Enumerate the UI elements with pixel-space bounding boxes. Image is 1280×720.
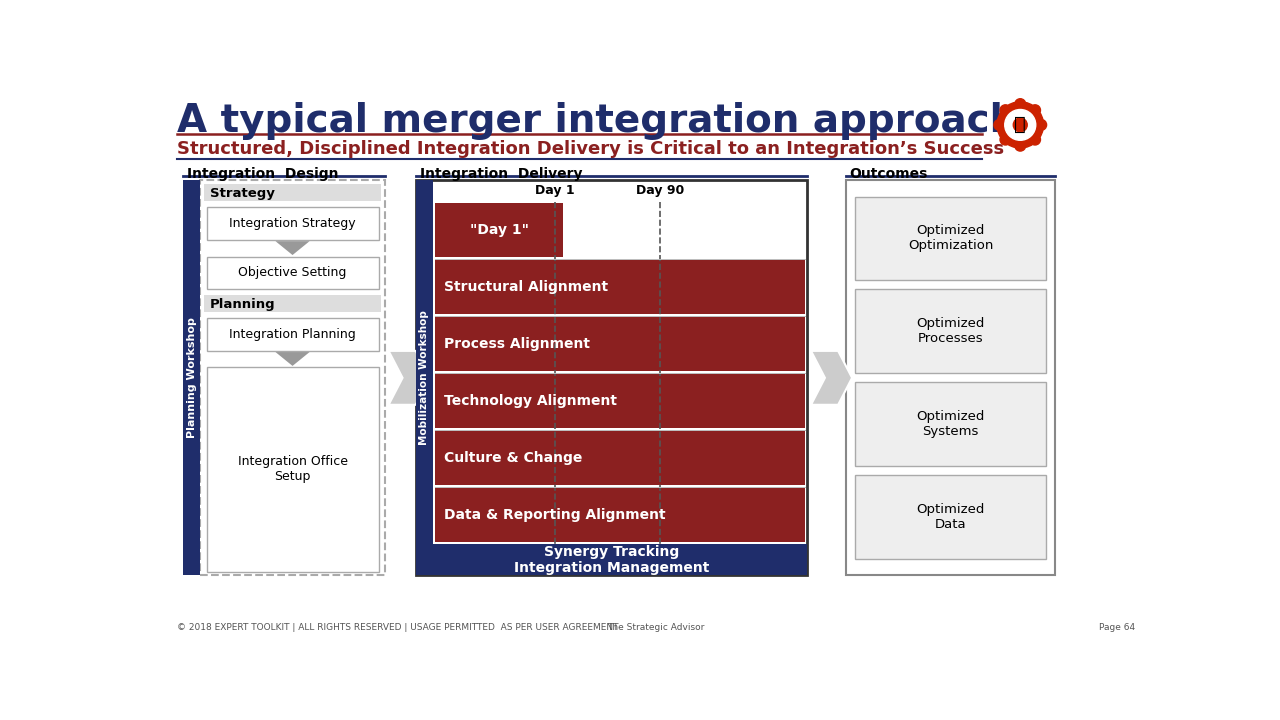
Text: Structured, Disciplined Integration Delivery is Critical to an Integration’s Suc: Structured, Disciplined Integration Deli…	[177, 140, 1005, 158]
Text: © 2018 EXPERT TOOLKIT | ALL RIGHTS RESERVED | USAGE PERMITTED  AS PER USER AGREE: © 2018 EXPERT TOOLKIT | ALL RIGHTS RESER…	[177, 623, 618, 631]
Bar	[416, 180, 433, 575]
Polygon shape	[275, 241, 310, 255]
Text: Optimized
Processes: Optimized Processes	[916, 318, 984, 346]
Text: Process Alignment: Process Alignment	[444, 338, 590, 351]
Bar	[855, 289, 1046, 373]
Polygon shape	[275, 352, 310, 366]
Bar	[183, 180, 200, 575]
Text: The Strategic Advisor: The Strategic Advisor	[607, 623, 705, 631]
Text: Integration Office
Setup: Integration Office Setup	[238, 456, 348, 483]
Polygon shape	[389, 351, 430, 405]
Bar	[205, 184, 381, 201]
Bar	[435, 374, 805, 428]
Text: Integration Planning: Integration Planning	[229, 328, 356, 341]
Circle shape	[1029, 105, 1041, 116]
Text: Synergy Tracking: Synergy Tracking	[544, 545, 680, 559]
Text: Strategy: Strategy	[210, 187, 274, 200]
Bar	[206, 318, 379, 351]
Text: Page 64: Page 64	[1098, 623, 1135, 631]
Circle shape	[993, 120, 1005, 130]
Text: Structural Alignment: Structural Alignment	[444, 280, 608, 294]
Bar	[435, 431, 805, 485]
Text: Objective Setting: Objective Setting	[238, 266, 347, 279]
Text: Integration Management: Integration Management	[513, 561, 709, 575]
Circle shape	[1000, 134, 1011, 145]
Circle shape	[1000, 105, 1011, 116]
Text: Planning: Planning	[210, 298, 275, 311]
Bar	[200, 180, 385, 575]
Circle shape	[1005, 109, 1036, 140]
Text: Integration Strategy: Integration Strategy	[229, 217, 356, 230]
Text: Planning Workshop: Planning Workshop	[187, 318, 197, 438]
Bar	[416, 544, 808, 561]
Text: A typical merger integration approach: A typical merger integration approach	[177, 102, 1018, 140]
Bar	[206, 256, 379, 289]
Text: Optimized
Data: Optimized Data	[916, 503, 984, 531]
Text: Technology Alignment: Technology Alignment	[444, 395, 617, 408]
Bar	[846, 180, 1055, 575]
Text: Integration  Design: Integration Design	[187, 167, 339, 181]
Text: Culture & Change: Culture & Change	[444, 451, 582, 465]
Circle shape	[1014, 118, 1028, 132]
Text: Day 1: Day 1	[535, 184, 575, 197]
Text: Outcomes: Outcomes	[850, 167, 928, 181]
Bar	[855, 382, 1046, 467]
Text: 🔧: 🔧	[1014, 115, 1027, 135]
Bar	[416, 560, 808, 575]
Text: Mobilization Workshop: Mobilization Workshop	[420, 310, 429, 445]
Text: Optimized
Optimization: Optimized Optimization	[908, 225, 993, 253]
Bar	[435, 318, 805, 372]
Text: "Day 1": "Day 1"	[470, 223, 529, 238]
Polygon shape	[812, 351, 852, 405]
Bar	[435, 261, 805, 315]
Text: Day 90: Day 90	[636, 184, 684, 197]
Bar	[855, 197, 1046, 280]
Bar	[435, 488, 805, 542]
Circle shape	[1036, 120, 1047, 130]
Bar	[855, 475, 1046, 559]
Bar	[416, 180, 808, 575]
Text: Integration  Delivery: Integration Delivery	[420, 167, 582, 181]
Bar	[435, 204, 563, 257]
Circle shape	[1029, 134, 1041, 145]
Circle shape	[1015, 99, 1025, 109]
Circle shape	[997, 102, 1043, 148]
Text: Optimized
Systems: Optimized Systems	[916, 410, 984, 438]
Bar	[206, 207, 379, 240]
Circle shape	[1015, 140, 1025, 151]
Bar	[205, 295, 381, 312]
Bar	[206, 367, 379, 572]
Text: Data & Reporting Alignment: Data & Reporting Alignment	[444, 508, 666, 522]
